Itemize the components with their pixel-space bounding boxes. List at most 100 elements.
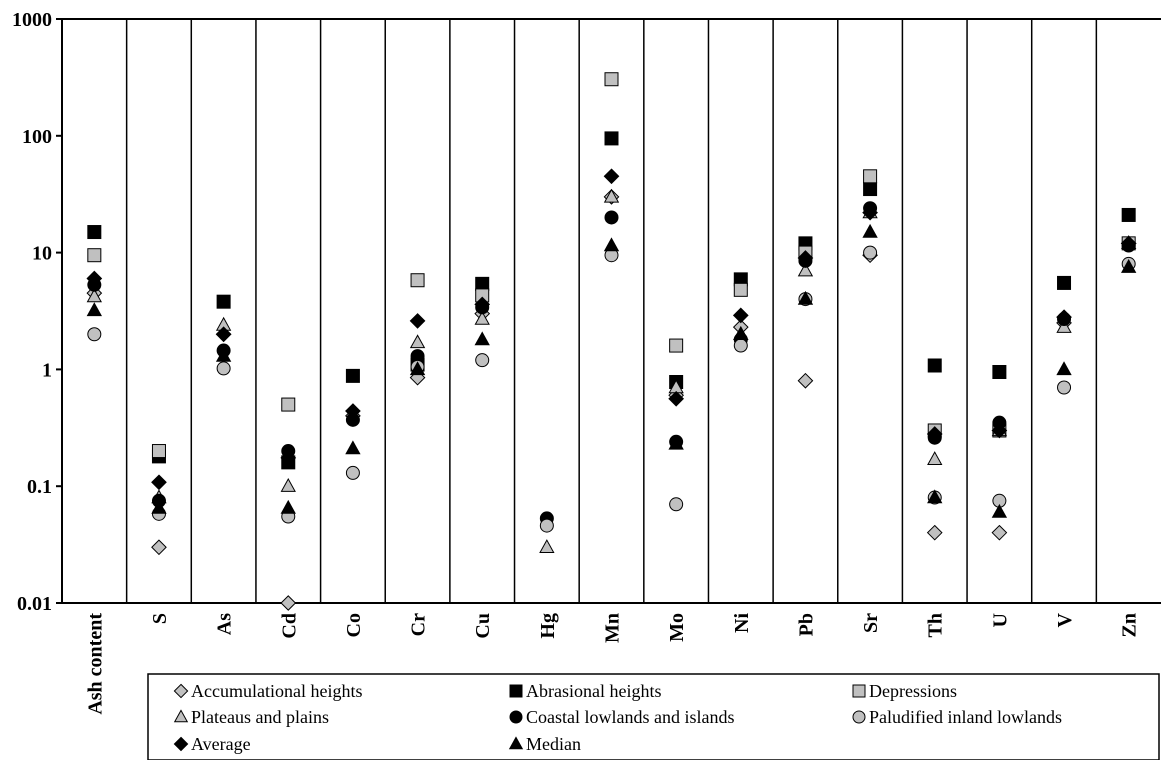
data-point-average: [668, 390, 685, 407]
category-label: Mn: [602, 613, 624, 643]
data-point-abrasional-heights: [927, 358, 942, 373]
data-point-median: [668, 435, 684, 450]
legend: Accumulational heights Abrasional heights…: [147, 673, 1160, 760]
y-axis: 0.01 0.1 1 10 100 1000: [12, 9, 62, 615]
data-markers: [86, 72, 1137, 611]
data-point-plateaus-and-plains: [603, 188, 620, 203]
legend-label-plateaus-and-plains: Plateaus and plains: [191, 707, 329, 727]
data-point-average: [280, 449, 297, 466]
data-point-median: [280, 499, 296, 514]
data-point-abrasional-heights: [475, 276, 490, 291]
data-point-median: [733, 326, 749, 340]
category-label: Cu: [472, 613, 494, 639]
data-point-depressions: [87, 248, 102, 263]
legend-label-paludified-inland-lowlands: Paludified inland lowlands: [869, 707, 1062, 727]
data-point-median: [991, 503, 1008, 518]
data-point-average: [215, 326, 232, 343]
data-point-median: [86, 302, 102, 317]
data-point-median: [927, 489, 943, 504]
data-point-depressions: [863, 169, 878, 184]
y-tick-label: 10: [32, 243, 52, 265]
data-point-average: [345, 403, 361, 419]
legend-marker-coastal-lowlands-and-islands: [509, 710, 523, 724]
legend-marker-paludified-inland-lowlands: [852, 710, 866, 724]
data-point-median: [409, 361, 426, 376]
data-point-coastal-lowlands-and-islands: [604, 210, 619, 225]
data-point-plateaus-and-plains: [474, 310, 490, 325]
category-label: S: [149, 613, 171, 624]
data-point-average: [409, 313, 426, 329]
data-point-abrasional-heights: [1121, 207, 1136, 222]
data-point-average: [991, 422, 1008, 439]
data-point-depressions: [410, 273, 425, 288]
data-point-median: [1056, 361, 1072, 376]
legend-label-median: Median: [526, 734, 581, 754]
data-point-median: [1121, 259, 1137, 273]
data-point-depressions: [281, 397, 296, 412]
data-point-paludified-inland-lowlands: [669, 497, 684, 512]
data-point-abrasional-heights: [992, 365, 1007, 380]
legend-label-coastal-lowlands-and-islands: Coastal lowlands and islands: [526, 707, 734, 727]
data-point-depressions: [151, 444, 166, 459]
data-point-paludified-inland-lowlands: [87, 327, 102, 342]
data-point-median: [862, 223, 878, 238]
y-tick-label: 1000: [12, 9, 52, 31]
data-point-plateaus-and-plains: [927, 451, 943, 465]
category-label: Co: [343, 613, 365, 637]
plot-area: [61, 18, 1161, 604]
data-point-paludified-inland-lowlands: [475, 353, 490, 368]
data-point-depressions: [733, 282, 748, 297]
data-point-plateaus-and-plains: [797, 262, 814, 277]
category-label: Cd: [278, 613, 300, 639]
legend-box: [147, 673, 1160, 760]
data-point-accumulational-heights: [926, 524, 943, 541]
data-point-paludified-inland-lowlands: [1057, 380, 1072, 395]
data-point-abrasional-heights: [1057, 275, 1072, 290]
data-point-median: [215, 347, 232, 362]
data-point-average: [151, 474, 167, 491]
data-point-paludified-inland-lowlands: [539, 518, 554, 533]
data-point-average: [1056, 309, 1072, 326]
category-label: Th: [925, 613, 947, 637]
legend-marker-average: [173, 736, 189, 752]
data-point-abrasional-heights: [604, 131, 619, 146]
data-point-abrasional-heights: [863, 182, 878, 197]
category-label: Cr: [408, 613, 430, 636]
legend-marker-plateaus-and-plains: [173, 709, 189, 723]
data-point-average: [926, 426, 943, 442]
data-point-paludified-inland-lowlands: [863, 245, 878, 260]
data-point-plateaus-and-plains: [86, 288, 102, 303]
category-label: Pb: [795, 613, 817, 636]
legend-marker-depressions: [852, 684, 866, 698]
y-tick-label: 0.1: [27, 476, 52, 498]
legend-marker-median: [508, 736, 524, 750]
legend-marker-accumulational-heights: [173, 683, 189, 699]
data-point-abrasional-heights: [216, 294, 231, 309]
data-point-average: [797, 250, 814, 266]
category-label: As: [214, 613, 236, 635]
data-point-abrasional-heights: [87, 225, 102, 240]
y-tick-label: 0.01: [17, 593, 52, 615]
category-label: Ni: [731, 613, 753, 633]
data-point-plateaus-and-plains: [1056, 318, 1072, 333]
legend-label-accumulational-heights: Accumulational heights: [191, 681, 362, 701]
data-point-plateaus-and-plains: [280, 478, 296, 492]
data-point-median: [603, 237, 620, 252]
category-label: Zn: [1119, 613, 1141, 637]
data-point-accumulational-heights: [151, 539, 167, 556]
data-point-depressions: [669, 338, 684, 353]
category-label: U: [989, 613, 1011, 627]
legend-marker-abrasional-heights: [509, 684, 523, 698]
data-point-average: [474, 296, 491, 313]
data-point-average: [603, 168, 620, 185]
y-tick-label: 100: [22, 126, 52, 148]
data-point-accumulational-heights: [991, 524, 1008, 541]
data-point-paludified-inland-lowlands: [216, 361, 231, 376]
category-label: Sr: [860, 613, 882, 633]
data-point-average: [862, 204, 878, 221]
data-point-plateaus-and-plains: [409, 334, 426, 349]
legend-label-depressions: Depressions: [869, 681, 957, 701]
y-tick-label: 1: [42, 359, 52, 381]
data-point-accumulational-heights: [797, 372, 814, 389]
